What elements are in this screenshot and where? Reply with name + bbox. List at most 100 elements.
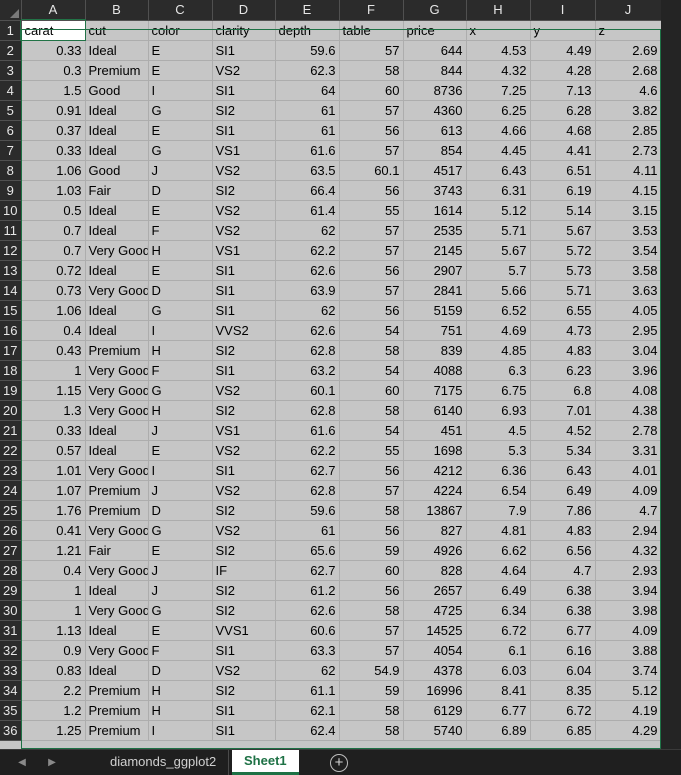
data-cell[interactable]: SI1 — [212, 120, 276, 141]
data-cell[interactable]: 451 — [403, 420, 467, 441]
data-cell[interactable]: 59.6 — [275, 40, 340, 61]
data-cell[interactable]: 6.77 — [530, 620, 596, 641]
data-cell[interactable]: Premium — [85, 340, 149, 361]
data-cell[interactable]: Very Good — [85, 520, 149, 541]
data-cell[interactable]: 751 — [403, 320, 467, 341]
row-header[interactable]: 32 — [0, 640, 22, 661]
column-header-e[interactable]: E — [275, 0, 340, 21]
data-cell[interactable]: VS2 — [212, 60, 276, 81]
data-cell[interactable]: 3.53 — [595, 220, 662, 241]
data-cell[interactable]: Very Good — [85, 600, 149, 621]
data-cell[interactable]: 4.81 — [466, 520, 531, 541]
data-cell[interactable]: 2535 — [403, 220, 467, 241]
data-cell[interactable]: SI1 — [212, 80, 276, 101]
data-cell[interactable]: 56 — [339, 460, 404, 481]
row-header[interactable]: 2 — [0, 40, 22, 61]
data-cell[interactable]: Ideal — [85, 100, 149, 121]
header-cell[interactable]: z — [595, 20, 662, 41]
data-cell[interactable]: 59 — [339, 680, 404, 701]
data-cell[interactable]: 61.4 — [275, 200, 340, 221]
data-cell[interactable]: 61 — [275, 120, 340, 141]
data-cell[interactable]: 57 — [339, 100, 404, 121]
data-cell[interactable]: 0.4 — [21, 320, 86, 341]
data-cell[interactable]: 4.85 — [466, 340, 531, 361]
data-cell[interactable]: 58 — [339, 340, 404, 361]
header-cell[interactable]: cut — [85, 20, 149, 41]
data-cell[interactable]: 7175 — [403, 380, 467, 401]
data-cell[interactable]: 0.4 — [21, 560, 86, 581]
data-cell[interactable]: 1.15 — [21, 380, 86, 401]
data-cell[interactable]: Ideal — [85, 300, 149, 321]
data-cell[interactable]: 4.6 — [595, 80, 662, 101]
data-cell[interactable]: 60.6 — [275, 620, 340, 641]
data-cell[interactable]: SI1 — [212, 40, 276, 61]
data-cell[interactable]: 6.93 — [466, 400, 531, 421]
data-cell[interactable]: Good — [85, 80, 149, 101]
header-cell[interactable]: color — [148, 20, 213, 41]
data-cell[interactable]: G — [148, 100, 213, 121]
data-cell[interactable]: 4054 — [403, 640, 467, 661]
data-cell[interactable]: I — [148, 720, 213, 741]
data-cell[interactable]: 2.85 — [595, 120, 662, 141]
data-cell[interactable]: 58 — [339, 600, 404, 621]
data-cell[interactable]: 0.3 — [21, 60, 86, 81]
data-cell[interactable]: Very Good — [85, 560, 149, 581]
data-cell[interactable]: 58 — [339, 500, 404, 521]
data-cell[interactable]: SI2 — [212, 500, 276, 521]
data-cell[interactable]: 6.49 — [530, 480, 596, 501]
data-cell[interactable]: 6.34 — [466, 600, 531, 621]
data-cell[interactable]: SI2 — [212, 580, 276, 601]
data-cell[interactable]: 62 — [275, 220, 340, 241]
row-header[interactable]: 26 — [0, 520, 22, 541]
data-cell[interactable]: 4.09 — [595, 480, 662, 501]
header-cell[interactable]: carat — [20, 19, 86, 41]
data-cell[interactable]: 59.6 — [275, 500, 340, 521]
data-cell[interactable]: 61 — [275, 100, 340, 121]
data-cell[interactable]: 5.67 — [466, 240, 531, 261]
data-cell[interactable]: 5159 — [403, 300, 467, 321]
data-cell[interactable]: 5.12 — [595, 680, 662, 701]
row-header[interactable]: 4 — [0, 80, 22, 101]
data-cell[interactable]: E — [148, 60, 213, 81]
data-cell[interactable]: Very Good — [85, 640, 149, 661]
data-cell[interactable]: Very Good — [85, 280, 149, 301]
data-cell[interactable]: 2.68 — [595, 60, 662, 81]
data-cell[interactable]: 4725 — [403, 600, 467, 621]
data-cell[interactable]: 4.83 — [530, 520, 596, 541]
data-cell[interactable]: Ideal — [85, 420, 149, 441]
data-cell[interactable]: 6.77 — [466, 700, 531, 721]
data-cell[interactable]: 4360 — [403, 100, 467, 121]
data-cell[interactable]: 56 — [339, 520, 404, 541]
data-cell[interactable]: 5740 — [403, 720, 467, 741]
data-cell[interactable]: 57 — [339, 280, 404, 301]
data-cell[interactable]: 56 — [339, 300, 404, 321]
data-cell[interactable]: 54 — [339, 320, 404, 341]
data-cell[interactable]: 6.31 — [466, 180, 531, 201]
data-cell[interactable]: 6.03 — [466, 660, 531, 681]
data-cell[interactable]: J — [148, 160, 213, 181]
data-cell[interactable]: 6.43 — [530, 460, 596, 481]
data-cell[interactable]: 6.54 — [466, 480, 531, 501]
data-cell[interactable]: 0.72 — [21, 260, 86, 281]
data-cell[interactable]: H — [148, 240, 213, 261]
data-cell[interactable]: 7.01 — [530, 400, 596, 421]
row-header[interactable]: 5 — [0, 100, 22, 121]
data-cell[interactable]: 4.38 — [595, 400, 662, 421]
data-cell[interactable]: 5.3 — [466, 440, 531, 461]
data-cell[interactable]: J — [148, 480, 213, 501]
data-cell[interactable]: 3.15 — [595, 200, 662, 221]
row-header[interactable]: 29 — [0, 580, 22, 601]
data-cell[interactable]: 1.21 — [21, 540, 86, 561]
header-cell[interactable]: table — [339, 20, 404, 41]
sheet-tab-sheet1[interactable]: Sheet1 — [232, 750, 299, 775]
data-cell[interactable]: 59 — [339, 540, 404, 561]
column-header-h[interactable]: H — [466, 0, 531, 21]
data-cell[interactable]: 7.13 — [530, 80, 596, 101]
data-cell[interactable]: 58 — [339, 400, 404, 421]
data-cell[interactable]: 8736 — [403, 80, 467, 101]
data-cell[interactable]: 4.66 — [466, 120, 531, 141]
data-cell[interactable]: 4.29 — [595, 720, 662, 741]
data-cell[interactable]: Very Good — [85, 360, 149, 381]
column-header-i[interactable]: I — [530, 0, 596, 21]
data-cell[interactable]: 58 — [339, 700, 404, 721]
